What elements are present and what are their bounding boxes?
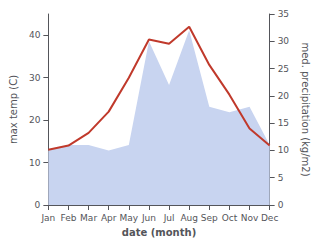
- svg-text:Oct: Oct: [222, 213, 238, 223]
- svg-text:date (month): date (month): [122, 227, 196, 238]
- svg-text:0: 0: [35, 200, 41, 210]
- svg-text:35: 35: [278, 9, 289, 19]
- svg-text:max temp (C): max temp (C): [8, 75, 19, 144]
- svg-text:Sep: Sep: [201, 213, 218, 223]
- svg-text:0: 0: [278, 200, 284, 210]
- svg-text:20: 20: [278, 91, 290, 101]
- svg-text:30: 30: [29, 73, 41, 83]
- svg-text:10: 10: [278, 145, 290, 155]
- svg-text:5: 5: [278, 173, 284, 183]
- svg-text:Feb: Feb: [61, 213, 77, 223]
- svg-text:Nov: Nov: [241, 213, 259, 223]
- svg-text:40: 40: [29, 30, 41, 40]
- svg-text:Jun: Jun: [141, 213, 156, 223]
- svg-text:Jan: Jan: [40, 213, 55, 223]
- svg-text:Mar: Mar: [80, 213, 97, 223]
- svg-text:Aug: Aug: [180, 213, 198, 223]
- svg-text:May: May: [120, 213, 139, 223]
- svg-text:30: 30: [278, 36, 290, 46]
- svg-text:25: 25: [278, 64, 289, 74]
- svg-text:15: 15: [278, 118, 289, 128]
- svg-text:Jul: Jul: [163, 213, 175, 223]
- svg-text:Apr: Apr: [101, 213, 117, 223]
- svg-text:med. precipitation (kg/m2): med. precipitation (kg/m2): [300, 42, 311, 176]
- svg-text:20: 20: [29, 115, 41, 125]
- svg-text:10: 10: [29, 158, 41, 168]
- svg-text:Dec: Dec: [261, 213, 278, 223]
